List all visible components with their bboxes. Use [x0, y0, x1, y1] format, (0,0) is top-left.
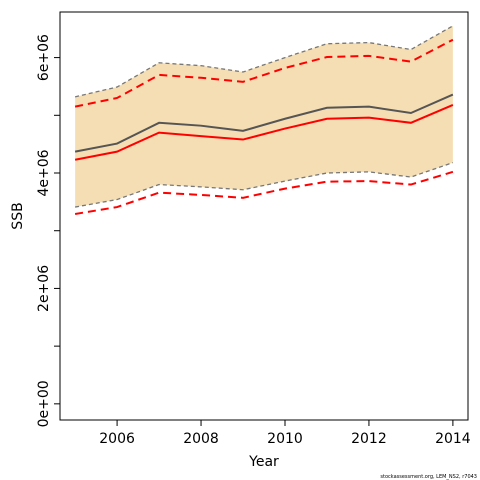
x-axis-label: Year: [248, 454, 279, 470]
x-tick-label: 2012: [351, 431, 387, 447]
y-tick-label: 4e+06: [36, 149, 52, 196]
series-line: [74, 103, 454, 161]
y-tick-label: 0e+00: [36, 380, 52, 427]
x-tick-label: 2008: [183, 431, 219, 447]
series-line: [74, 38, 454, 108]
confidence-band: [75, 25, 453, 208]
band-edge: [74, 25, 454, 98]
plot-frame: [59, 11, 469, 421]
x-tick-label: 2006: [99, 431, 135, 447]
band-edge: [74, 162, 454, 208]
x-tick-label: 2014: [435, 431, 471, 447]
series-line: [74, 93, 454, 153]
y-tick-label: 2e+06: [36, 265, 52, 312]
footnote: stockassessment.org, LEM_NS2, r7043: [380, 474, 477, 480]
series-line: [74, 170, 454, 215]
x-tick-label: 2010: [267, 431, 303, 447]
y-axis-label: SSB: [10, 202, 26, 229]
y-tick-label: 6e+06: [36, 34, 52, 81]
